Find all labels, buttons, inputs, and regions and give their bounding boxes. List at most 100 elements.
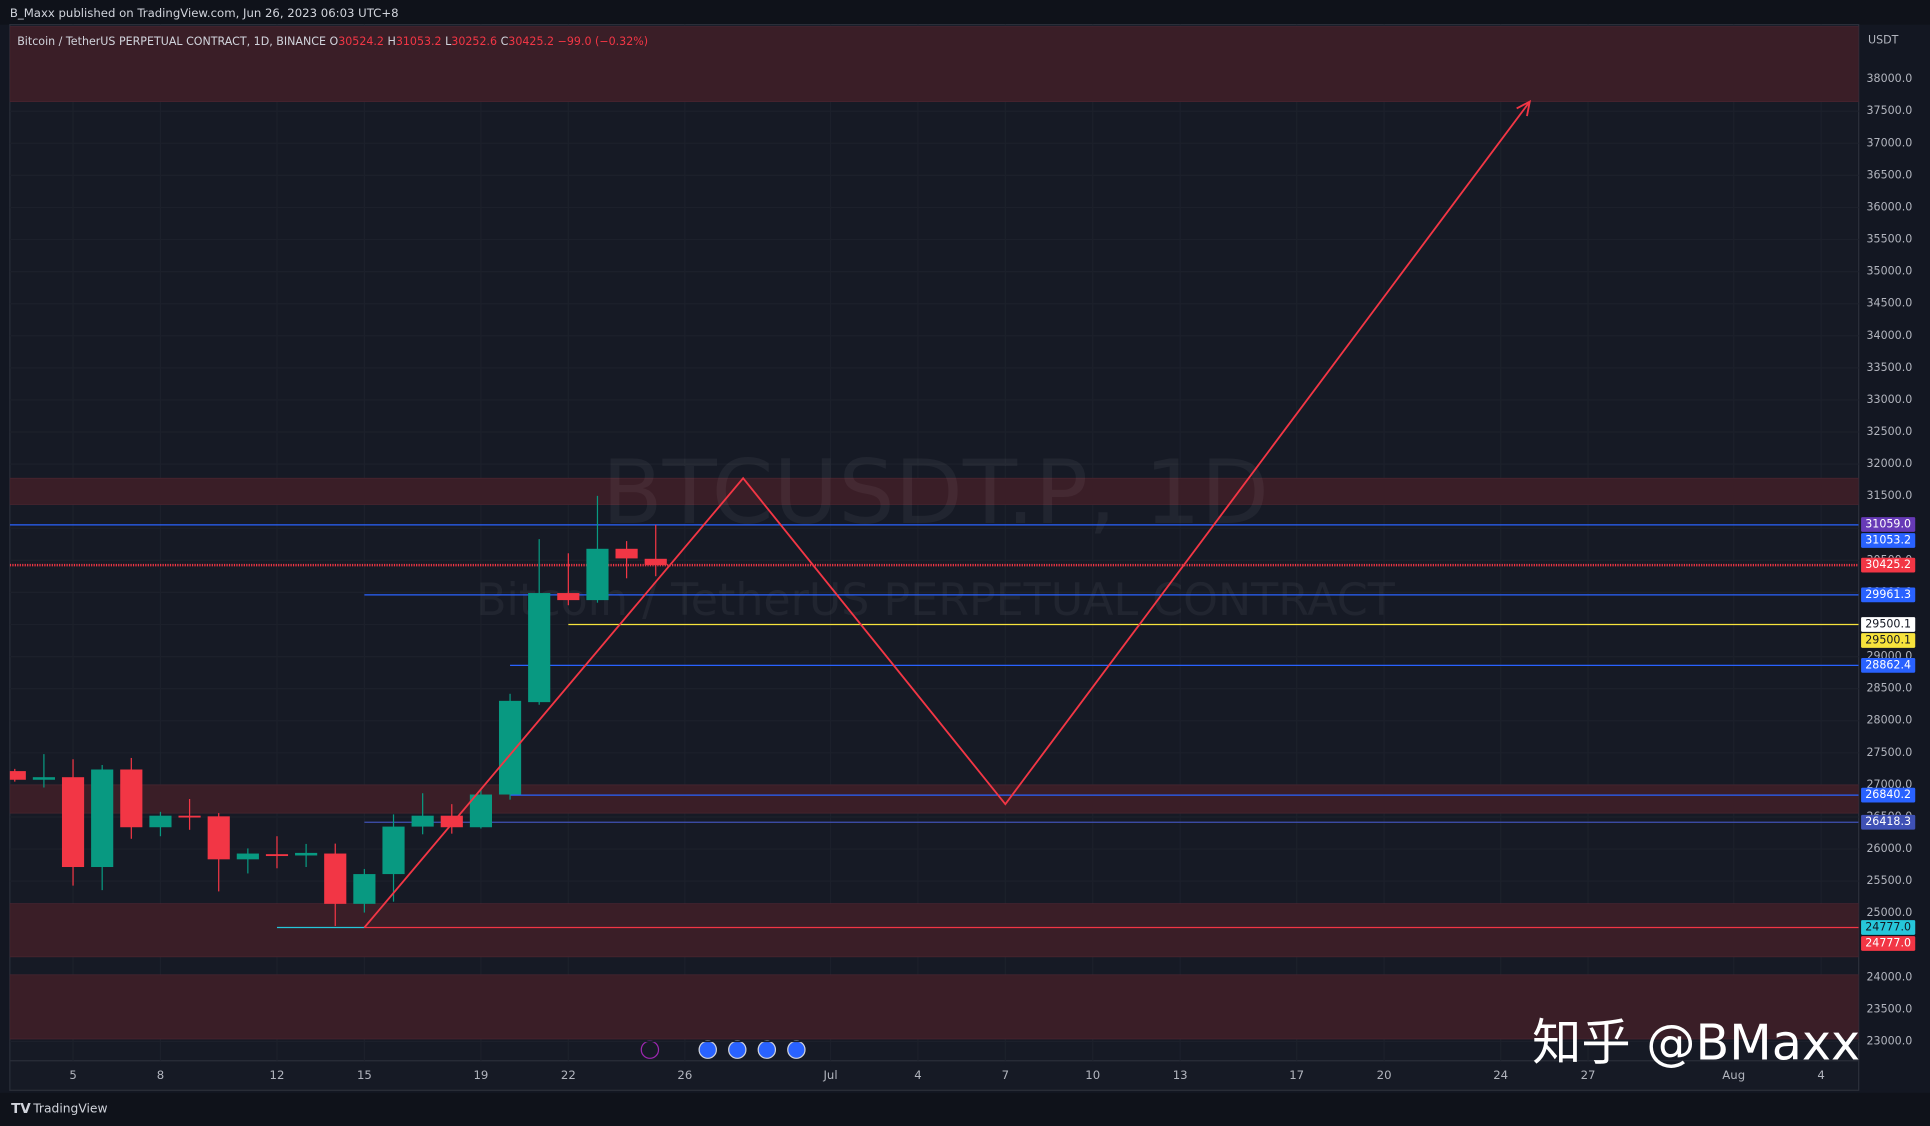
y-tick-label: 35500.0 [1867,233,1913,246]
legend: Bitcoin / TetherUS PERPETUAL CONTRACT, 1… [17,35,648,48]
candle-body [9,771,26,780]
plot: BTCUSDT.P, 1D Bitcoin / TetherUS PERPETUA… [9,24,1859,1061]
footer-bar [0,1092,1930,1126]
zone [9,26,1859,102]
x-tick-label: 20 [1377,1068,1392,1082]
legend-change: −99.0 (−0.32%) [558,35,648,48]
x-tick-label: 8 [157,1068,164,1082]
legend-key: H [388,35,396,48]
event-icons [640,1040,806,1059]
price-label: 24777.0 [1865,937,1911,950]
watermark-description: Bitcoin / TetherUS PERPETUAL CONTRACT [476,575,1396,626]
price-label-bg [1861,658,1916,673]
event-icon [787,1040,806,1059]
x-tick-label: 15 [357,1068,372,1082]
y-tick-label: 28000.0 [1867,714,1913,727]
zone [9,784,1859,814]
x-tick-label: 12 [270,1068,285,1082]
zone [9,903,1859,958]
x-tick-label: 27 [1581,1068,1596,1082]
y-tick-label: 25000.0 [1867,906,1913,919]
candle-body [295,852,318,856]
candle-body [469,794,493,828]
x-tick-label: 4 [1817,1068,1824,1082]
price-label: 26418.3 [1865,815,1911,828]
price-label: 31053.2 [1865,533,1911,546]
candle-body [149,815,172,828]
x-tick-label: 24 [1493,1068,1508,1082]
price-label-bg [1861,787,1916,803]
price-label: 29961.3 [1865,588,1911,601]
y-tick-label: 38000.0 [1867,72,1913,85]
x-tick-label: Aug [1722,1068,1745,1082]
x-tick-label: 4 [914,1068,921,1082]
brand: TradingView [32,1101,107,1115]
y-tick-label: 26000.0 [1867,842,1913,855]
y-tick-label: 33500.0 [1867,361,1913,374]
price-label: 28862.4 [1865,658,1911,671]
price-label: 31059.0 [1865,517,1911,530]
zone [9,477,1859,505]
header-bar [0,0,1930,25]
legend-key: L [445,35,452,48]
y-tick-label: 27000.0 [1867,778,1913,791]
candle-body [557,593,580,601]
y-tick-label: 35000.0 [1867,265,1913,278]
price-label: 29500.1 [1865,633,1911,646]
candle-body [615,548,638,559]
candle-body [382,826,405,875]
x-tick-label: 5 [69,1068,76,1082]
legend-value: 30252.6 [451,35,497,48]
candle-body [411,815,434,827]
credit: 知乎 @BMaxx [1532,1014,1860,1072]
price-label: 30425.2 [1865,558,1911,571]
y-tick-label: 34000.0 [1867,329,1913,342]
candle-body [91,769,114,868]
event-icon [757,1040,777,1059]
legend-value: 30524.2 [338,35,384,48]
price-label-bg [1861,533,1916,548]
candle-body [498,700,522,795]
y-tick-label: 36000.0 [1867,200,1913,213]
y-tick-label: 25500.0 [1867,874,1913,887]
x-tick-label: 7 [1002,1068,1009,1082]
price-label-bg [1861,587,1916,603]
legend-value: 31053.2 [396,35,442,48]
y-tick-label: 33000.0 [1867,393,1913,406]
price-label-bg [1861,936,1916,951]
y-tick-label: 36500.0 [1867,168,1913,181]
legend-value: 30425.2 [508,35,554,48]
candle-body [265,854,289,857]
candle-body [236,853,259,860]
price-label-bg [1861,814,1916,830]
y-tick-label: 23500.0 [1867,1002,1913,1015]
y-tick-label: 27500.0 [1867,746,1913,759]
price-label-bg [1861,633,1916,648]
y-tick-label: 23000.0 [1867,1035,1913,1048]
candle-body [586,548,609,601]
y-tick-label: 37500.0 [1867,104,1913,117]
brand-logo: TV [11,1101,31,1117]
event-icon [728,1040,747,1059]
y-tick-label: 31500.0 [1867,489,1913,502]
candle-body [528,593,551,703]
candle-body [32,777,55,780]
event-icon [698,1040,717,1059]
candle-body [61,777,85,868]
y-tick-label: 32000.0 [1867,457,1913,470]
projection-line [363,101,1531,929]
candle-body [178,815,201,818]
y-tick-label: 32500.0 [1867,425,1913,438]
candle-body [353,874,376,904]
price-label: 29500.1 [1865,617,1911,630]
x-tick-label: Jul [822,1068,837,1082]
x-tick-label: 19 [473,1068,488,1082]
price-label-bg [1861,557,1916,573]
x-tick-label: 22 [561,1068,576,1082]
publisher: B_Maxx published on TradingView.com, Jun… [10,6,399,20]
candle-body [644,558,667,566]
price-label: 26840.2 [1865,788,1911,801]
